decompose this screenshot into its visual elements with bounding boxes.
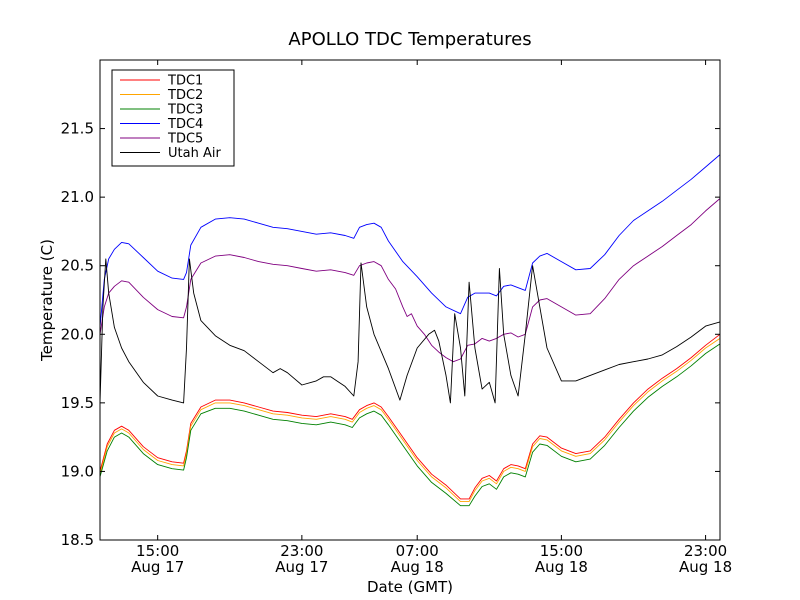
x-tick-label-time: 23:00 bbox=[280, 542, 323, 560]
x-tick-label-time: 15:00 bbox=[136, 542, 179, 560]
legend-label: TDC4 bbox=[167, 117, 203, 132]
y-axis-label: Temperature (C) bbox=[38, 239, 56, 362]
legend-label: TDC3 bbox=[167, 103, 203, 118]
plot-frame bbox=[99, 59, 721, 541]
series-line-tdc5 bbox=[99, 198, 721, 363]
x-tick-label-time: 23:00 bbox=[684, 542, 727, 560]
series-line-utah-air bbox=[99, 258, 721, 404]
legend-label: TDC2 bbox=[167, 88, 203, 103]
y-tick-label: 18.5 bbox=[61, 531, 94, 549]
y-tick-label: 19.0 bbox=[61, 462, 94, 480]
chart-title: APOLLO TDC Temperatures bbox=[288, 29, 531, 50]
legend-label: TDC5 bbox=[167, 132, 203, 147]
legend-label: TDC1 bbox=[167, 74, 203, 89]
x-tick-label-date: Aug 17 bbox=[275, 558, 328, 576]
series-line-tdc2 bbox=[99, 338, 721, 503]
legend-box bbox=[111, 69, 235, 167]
y-tick-label: 21.5 bbox=[61, 120, 94, 138]
x-tick-label-date: Aug 18 bbox=[535, 558, 588, 576]
y-tick-label: 19.5 bbox=[61, 394, 94, 412]
series-line-tdc4 bbox=[99, 154, 721, 328]
y-tick-label: 21.0 bbox=[61, 188, 94, 206]
x-tick-label-date: Aug 17 bbox=[131, 558, 184, 576]
y-tick-label: 20.0 bbox=[61, 325, 94, 343]
series-layer bbox=[99, 154, 721, 507]
y-tick-label: 20.5 bbox=[61, 257, 94, 275]
x-tick-label-time: 15:00 bbox=[540, 542, 583, 560]
series-line-tdc3 bbox=[99, 343, 721, 507]
legend-label: Utah Air bbox=[168, 146, 221, 161]
x-tick-label-time: 07:00 bbox=[396, 542, 439, 560]
x-tick-label-date: Aug 18 bbox=[679, 558, 732, 576]
x-axis-label: Date (GMT) bbox=[367, 578, 453, 596]
series-line-tdc1 bbox=[99, 333, 721, 500]
x-tick-label-date: Aug 18 bbox=[391, 558, 444, 576]
